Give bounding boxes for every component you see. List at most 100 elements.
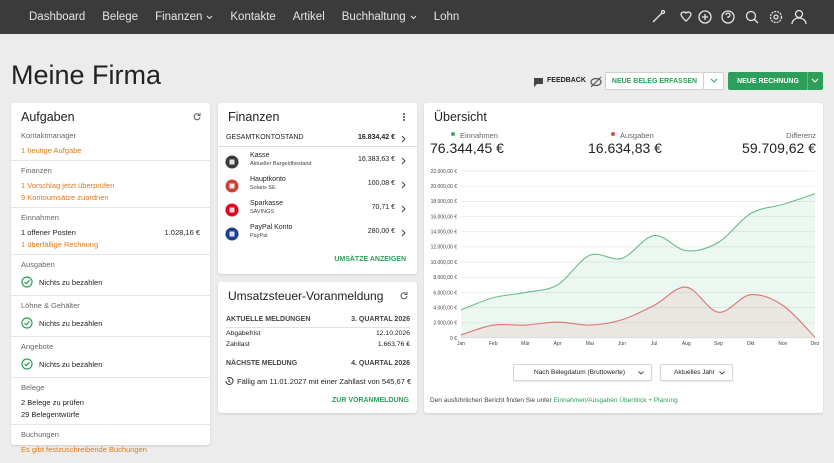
vat-link[interactable]: ZUR VORANMELDUNG <box>332 397 409 404</box>
add-icon[interactable] <box>698 10 712 24</box>
group-label: Belege <box>21 383 45 392</box>
account-row[interactable]: Sparkasse SAVINGS 70,71 € <box>218 198 417 222</box>
period-filter-text: Aktuelles Jahr <box>674 369 715 376</box>
nav-item[interactable]: Belege <box>102 11 138 23</box>
current-header: AKTUELLE MELDUNGEN 3. QUARTAL 2026 <box>226 316 410 323</box>
task-text: 1 Vorschlag jetzt überprüfen <box>21 180 115 190</box>
task-text: Nichts zu bezahlen <box>39 318 103 328</box>
chevron <box>401 135 406 143</box>
transactions-link[interactable]: UMSÄTZE ANZEIGEN <box>334 256 406 263</box>
task-text: 29 Belegentwürfe <box>21 409 80 419</box>
page-title: Meine Firma <box>11 60 162 90</box>
account-icon <box>225 179 239 193</box>
vat-row-value: 1.663,76 € <box>377 341 410 348</box>
nav-item[interactable]: Artikel <box>293 11 325 23</box>
account-detail: Solaris SE <box>250 185 276 191</box>
account-row[interactable]: Hauptkonto Solaris SE 100,08 € <box>218 174 417 198</box>
nav-item[interactable]: Kontakte <box>230 11 275 23</box>
nav-item[interactable]: Buchhaltung <box>342 11 417 23</box>
current-label: AKTUELLE MELDUNGEN <box>226 316 311 323</box>
check-mark <box>24 320 30 326</box>
task-row[interactable]: Es gibt festzuschreibende Buchungen <box>21 443 200 455</box>
nav-item[interactable]: Dashboard <box>29 11 85 23</box>
task-row: 2 Belege zu prüfen <box>21 396 200 408</box>
chevron <box>401 181 406 189</box>
menu-icon[interactable] <box>401 112 407 122</box>
account-name: Hauptkonto <box>250 176 286 183</box>
favorites-icon[interactable] <box>680 11 692 22</box>
account-icon <box>225 203 239 217</box>
next-period: 4. QUARTAL 2026 <box>351 360 410 367</box>
new-invoice-dropdown[interactable] <box>807 72 823 90</box>
refresh-icon[interactable] <box>399 291 409 301</box>
check-circle <box>21 358 33 370</box>
report-link[interactable]: Einnahmen/Ausgaben Überblick + Planung <box>553 397 678 404</box>
vat-rows: Abgabefrist 12.10.2026 Zahllast 1.663,76 € <box>226 327 410 350</box>
group-label: Löhne & Gehälter <box>21 301 80 310</box>
account-balance: 70,71 € <box>371 204 395 211</box>
vat-panel: Umsatzsteuer-Voranmeldung AKTUELLE MELDU… <box>218 282 417 413</box>
account-icon-glyph <box>229 231 235 237</box>
nav-item[interactable]: Lohn <box>434 11 460 23</box>
visibility-icon[interactable] <box>590 76 602 88</box>
feedback-button[interactable]: FEEDBACK <box>547 77 586 84</box>
new-invoice-button[interactable]: NEUE RECHNUNG <box>728 72 808 90</box>
total-row: GESAMTKONTOSTAND 16.834,42 € <box>218 131 417 147</box>
task-text: 9 Kontoumsätze zuordnen <box>21 192 109 202</box>
task-row[interactable]: 1 überfällige Rechnung <box>21 238 200 250</box>
check-icon <box>21 358 33 370</box>
current-period: 3. QUARTAL 2026 <box>351 316 410 323</box>
nav-item[interactable]: Finanzen <box>155 11 213 23</box>
task-group: Finanzen 1 Vorschlag jetzt überprüfen 9 Ko… <box>11 160 210 207</box>
vat-row-value: 12.10.2026 <box>375 330 410 337</box>
top-nav: Dashboard Belege Finanzen Kontakte Artikel Bu… <box>0 0 834 34</box>
group-label: Ausgaben <box>21 260 55 269</box>
task-amount: 1.028,16 € <box>164 227 200 237</box>
refresh-icon[interactable] <box>192 112 202 122</box>
task-text: 2 Belege zu prüfen <box>21 397 84 407</box>
nav-label: Buchhaltung <box>341 11 406 23</box>
chevron-path <box>401 135 406 143</box>
task-ok: Nichts zu bezahlen <box>21 273 200 291</box>
expense-value: 16.634,83 € <box>588 140 662 156</box>
task-row[interactable]: 1 Vorschlag jetzt überprüfen <box>21 179 200 191</box>
group-label: Angebote <box>21 342 54 351</box>
account-row[interactable]: PayPal Konto PayPal 280,00 € <box>218 222 417 246</box>
next-header: NÄCHSTE MELDUNG 4. QUARTAL 2026 <box>226 360 410 367</box>
task-ok: Nichts zu bezahlen <box>21 355 200 373</box>
new-document-button[interactable]: NEUE BELEG ERFASSEN <box>605 72 704 90</box>
income-value: 76.344,45 € <box>430 140 504 156</box>
new-document-dropdown[interactable] <box>703 72 724 90</box>
task-group: Kontaktmanager 1 heutige Aufgabe <box>11 131 210 160</box>
tasks-panel: Aufgaben Kontaktmanager 1 heutige Aufgabe… <box>11 103 210 454</box>
account-balance: 280,00 € <box>367 228 395 235</box>
task-text: Nichts zu bezahlen <box>39 359 103 369</box>
task-text: 1 überfällige Rechnung <box>21 239 99 249</box>
account-row[interactable]: Kasse Aktueller Bargeldbestand 16.383,63 € <box>218 150 417 174</box>
account-detail: Aktueller Bargeldbestand <box>250 161 312 167</box>
nav-items: Dashboard Belege Finanzen Kontakte Artikel Bu… <box>29 0 459 34</box>
check-mark <box>24 361 30 367</box>
task-group: Belege 2 Belege zu prüfen 29 Belegentwürfe <box>11 377 210 424</box>
settings-icon[interactable] <box>769 10 783 24</box>
task-row[interactable]: 1 heutige Aufgabe <box>21 144 200 156</box>
finances-panel: Finanzen GESAMTKONTOSTAND 16.834,42 € UM… <box>218 103 417 274</box>
income-label: Einnahmen <box>460 131 498 140</box>
overview-panel: Übersicht Einnahmen 76.344,45 € Ausgaben… <box>424 103 823 413</box>
date-filter[interactable]: Nach Belegdatum (Bruttowerte) <box>513 364 652 381</box>
chevron <box>207 15 213 19</box>
chevron <box>401 205 406 213</box>
task-row[interactable]: 9 Kontoumsätze zuordnen <box>21 191 200 203</box>
task-text: Nichts zu bezahlen <box>39 277 103 287</box>
period-filter[interactable]: Aktuelles Jahr <box>660 364 733 381</box>
user-icon[interactable] <box>791 9 807 25</box>
account-name: Sparkasse <box>250 200 284 207</box>
date-filter-text: Nach Belegdatum (Bruttowerte) <box>534 369 626 376</box>
help-icon[interactable] <box>721 10 735 24</box>
check-circle <box>21 317 33 329</box>
magic-icon[interactable] <box>652 9 666 23</box>
panel-title: Finanzen <box>228 110 280 124</box>
chevron <box>710 78 717 83</box>
search-icon[interactable] <box>745 10 759 24</box>
